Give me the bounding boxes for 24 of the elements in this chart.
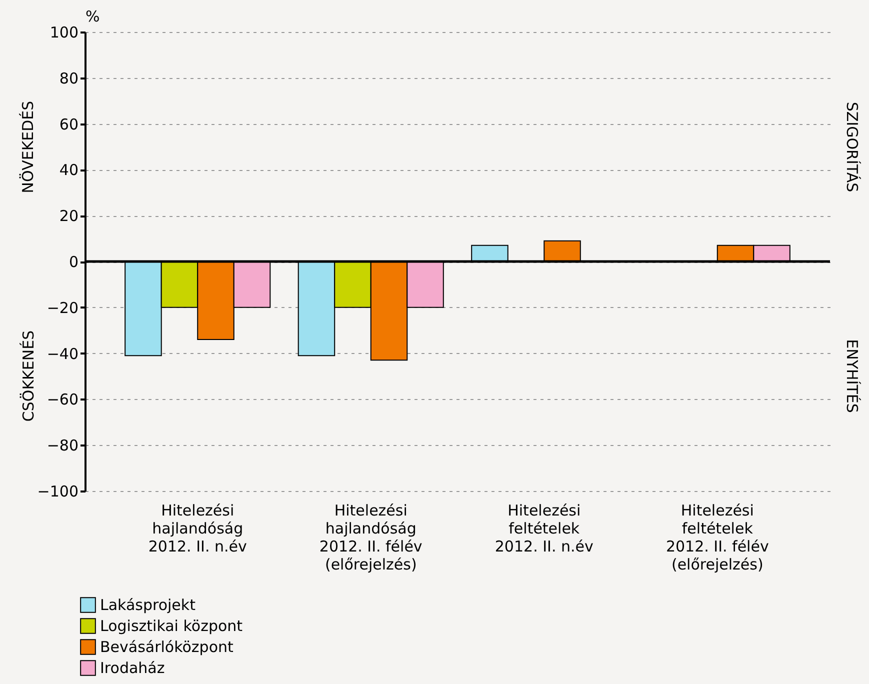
y-tick-label: 20 — [59, 207, 78, 226]
x-tick-label: Hitelezési hajlandóság 2012. II. félév (előrejelzés) — [319, 502, 422, 574]
y-tick-label: −100 — [37, 482, 78, 500]
legend-label: Lakásprojekt — [100, 596, 196, 614]
y-tick-label: −80 — [46, 436, 78, 455]
legend-label: Bevásárlóközpont — [100, 638, 234, 656]
y-tick-label: −20 — [46, 298, 78, 317]
text: ENYHÍTÉS — [842, 339, 861, 414]
text: CSÖKKENÉS — [19, 330, 38, 422]
y-tick-label: −60 — [46, 390, 78, 409]
legend-label: Logisztikai központ — [100, 617, 243, 635]
x-tick-label: Hitelezési hajlandóság 2012. II. n.év — [148, 502, 247, 556]
y-tick-label: 100 — [50, 24, 78, 42]
legend-label: Irodaház — [100, 659, 165, 677]
y-tick-label: 60 — [59, 115, 78, 134]
text: SZIGORÍTÁS — [843, 102, 862, 192]
y-tick-label: 80 — [59, 69, 78, 88]
x-tick-label: Hitelezési feltételek 2012. II. n.év — [494, 502, 594, 556]
y-tick-label: 0 — [68, 253, 78, 271]
y-tick-label: −40 — [46, 344, 78, 363]
y-axis-title: % — [86, 8, 100, 26]
text: NÖVEKEDÉS — [19, 100, 38, 193]
y-tick-label: 40 — [59, 161, 78, 180]
x-tick-label: Hitelezési feltételek 2012. II. félév (előrejelzés) — [666, 502, 769, 574]
